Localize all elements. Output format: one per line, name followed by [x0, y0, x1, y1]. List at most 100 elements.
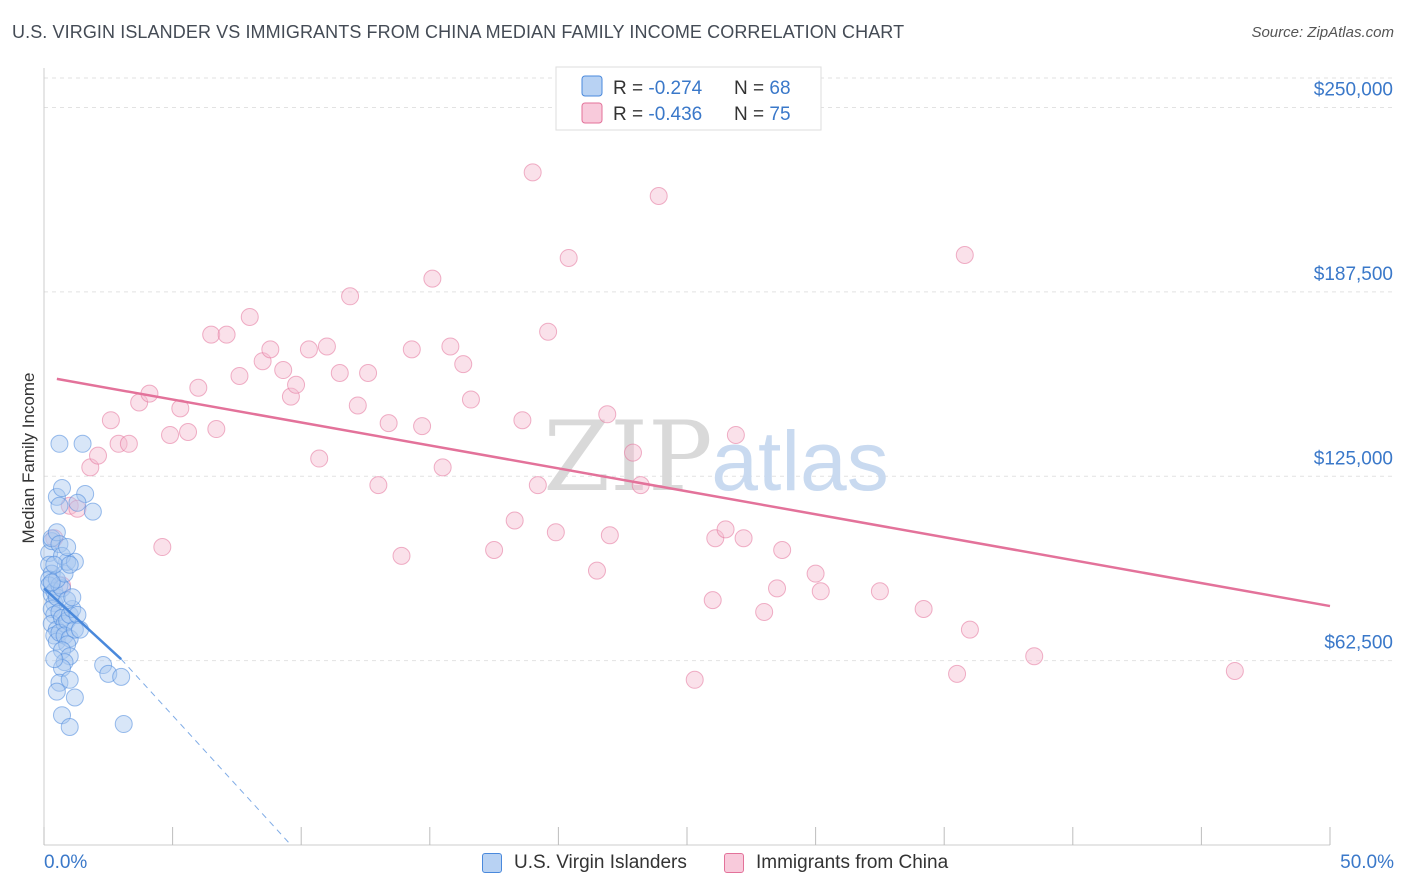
axes — [43, 68, 1331, 846]
y-tick-label: $125,000 — [1314, 448, 1393, 469]
data-point — [413, 417, 432, 436]
data-point — [341, 287, 360, 306]
data-point — [112, 667, 131, 686]
data-point — [240, 307, 259, 326]
data-point — [217, 325, 236, 344]
data-point — [649, 187, 668, 205]
x-tick-label-min: 0.0% — [44, 852, 88, 873]
zipatlas-watermark: ZIP atlas — [543, 401, 888, 513]
watermark-atlas: atlas — [711, 414, 888, 508]
data-point — [454, 355, 473, 374]
data-point — [587, 561, 606, 580]
data-point — [811, 582, 830, 601]
data-point — [402, 340, 421, 359]
svg-text:R = -0.436: R = -0.436 — [613, 104, 702, 125]
data-point — [330, 364, 349, 382]
data-point — [433, 458, 452, 477]
data-point — [60, 670, 79, 689]
legend-r-value-blue: -0.274 — [648, 78, 702, 99]
data-point — [94, 656, 113, 675]
gridlines — [44, 77, 1395, 662]
data-point — [287, 375, 306, 394]
data-point — [299, 340, 318, 359]
data-point — [60, 718, 79, 736]
trend-lines — [43, 377, 1331, 846]
data-point — [65, 688, 84, 707]
y-tick-labels: $62,500 $125,000 $187,500 $250,000 — [1314, 80, 1393, 654]
data-point — [716, 520, 735, 539]
y-tick-label: $62,500 — [1324, 633, 1393, 654]
svg-text:N = 75: N = 75 — [734, 104, 791, 125]
legend-item-china[interactable]: Immigrants from China — [724, 852, 948, 874]
y-tick-label: $250,000 — [1314, 80, 1393, 101]
data-point — [755, 602, 774, 621]
data-point — [726, 425, 745, 444]
watermark-zip: ZIP — [543, 401, 712, 513]
data-point — [207, 420, 226, 439]
data-point — [598, 405, 617, 424]
legend-item-virgin-islanders[interactable]: U.S. Virgin Islanders — [482, 852, 687, 874]
data-point — [47, 682, 66, 701]
data-point — [58, 538, 77, 557]
data-point — [58, 635, 77, 654]
data-point — [274, 361, 293, 380]
trend-extension-virgin-islanders — [120, 658, 292, 846]
data-point — [101, 411, 120, 430]
trend-line-china — [56, 377, 1331, 608]
series-immigrants-from-china — [45, 163, 1244, 689]
chart-title: U.S. VIRGIN ISLANDER VS IMMIGRANTS FROM … — [12, 22, 905, 42]
data-point — [485, 541, 504, 559]
data-point — [63, 588, 82, 607]
data-point — [65, 552, 84, 571]
data-point — [55, 564, 74, 583]
data-point — [513, 411, 532, 430]
data-point — [179, 423, 198, 441]
svg-text:N = 68: N = 68 — [734, 78, 791, 99]
data-point — [806, 564, 825, 583]
data-point — [523, 163, 542, 182]
data-point — [546, 523, 565, 542]
data-point — [359, 364, 378, 382]
data-point — [600, 526, 619, 545]
data-point — [53, 579, 72, 598]
data-point — [109, 434, 128, 453]
x-tick-label-max: 50.0% — [1340, 852, 1394, 873]
data-point — [1025, 647, 1044, 666]
legend-swatch-blue — [581, 75, 603, 97]
data-point — [528, 476, 547, 495]
data-point — [73, 434, 92, 453]
data-point — [202, 325, 221, 344]
data-point — [53, 479, 72, 498]
data-point — [559, 248, 578, 267]
legend-swatch-pink — [581, 102, 603, 124]
data-point — [71, 620, 90, 639]
legend-r-label-blue: R = — [613, 78, 648, 99]
legend-r-label-pink: R = — [613, 104, 648, 125]
data-point — [281, 387, 300, 406]
data-point — [50, 496, 69, 515]
data-point — [768, 579, 787, 598]
data-point — [734, 529, 753, 548]
data-point — [45, 650, 64, 669]
data-point — [89, 446, 108, 465]
data-point — [68, 499, 87, 518]
legend-swatch-virgin-islanders — [482, 853, 502, 873]
data-point — [505, 511, 524, 530]
series-legend: U.S. Virgin Islanders Immigrants from Ch… — [0, 848, 1406, 878]
legend-n-value-blue: 68 — [769, 78, 790, 99]
data-point — [230, 366, 249, 385]
legend-swatch-china — [724, 853, 744, 873]
data-point — [153, 538, 172, 557]
legend-r-value-pink: -0.436 — [648, 104, 702, 125]
legend-label-virgin-islanders: U.S. Virgin Islanders — [514, 852, 687, 873]
data-point — [42, 573, 61, 592]
data-point — [60, 555, 79, 574]
series-us-virgin-islanders — [40, 434, 133, 736]
data-point — [423, 269, 442, 288]
data-point — [539, 322, 558, 341]
data-point — [948, 664, 967, 683]
data-point — [369, 476, 388, 495]
source-label: Source: ZipAtlas.com — [1251, 24, 1394, 41]
data-point — [441, 337, 460, 356]
